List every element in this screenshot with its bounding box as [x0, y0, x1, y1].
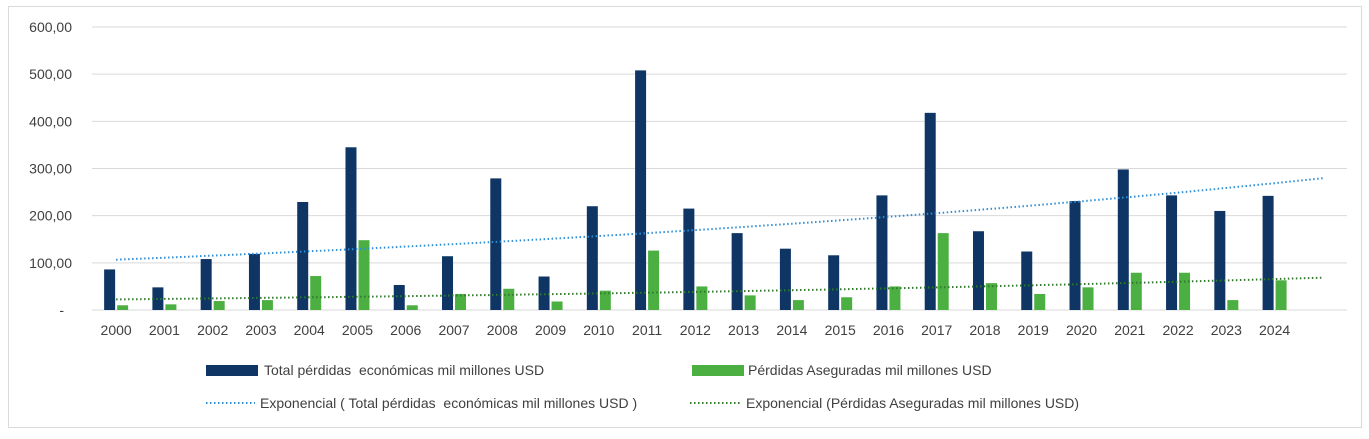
legend-item-insured[interactable]: Pérdidas Aseguradas mil millones USD — [692, 362, 992, 378]
bar-total — [972, 231, 984, 310]
x-tick-label: 2018 — [969, 322, 1000, 338]
trendline-total — [116, 177, 1324, 261]
bar-insured — [937, 233, 949, 310]
x-tick-label: 2012 — [680, 322, 711, 338]
bar-total — [635, 70, 647, 310]
bar-insured — [503, 288, 515, 310]
bar-insured — [1227, 300, 1239, 310]
y-tick-label: 400,00 — [29, 113, 72, 129]
bar-total — [1214, 210, 1226, 310]
x-tick-label: 2004 — [294, 322, 325, 338]
x-axis-ticks: 2000 2001 2002 2003 2004 2005 2006 2007 2008 2009… — [101, 322, 1291, 338]
x-tick-label: 2023 — [1211, 322, 1242, 338]
bar-insured — [551, 301, 563, 310]
bar-insured — [165, 304, 177, 310]
bar-total — [152, 287, 164, 310]
bar-insured — [261, 300, 273, 310]
legend-item-total[interactable]: Total pérdidas económicas mil millones U… — [206, 362, 544, 378]
x-tick-label: 2010 — [583, 322, 614, 338]
trendlines — [116, 177, 1324, 301]
bar-total — [1166, 195, 1178, 310]
bar-total — [683, 208, 695, 310]
bar-insured — [1275, 280, 1287, 310]
y-tick-label: 100,00 — [29, 255, 72, 271]
bar-insured — [985, 283, 997, 310]
legend-label-total: Total pérdidas económicas mil millones U… — [264, 362, 544, 378]
x-tick-label: 2024 — [1259, 322, 1290, 338]
x-tick-label: 2003 — [245, 322, 276, 338]
bar-total — [345, 147, 357, 310]
bar-insured — [792, 300, 804, 310]
bar-total — [779, 248, 791, 310]
bar-total — [248, 253, 260, 310]
y-tick-label: 300,00 — [29, 161, 72, 177]
bar-total — [297, 201, 309, 310]
trendline-insured — [116, 276, 1323, 301]
legend: Total pérdidas económicas mil millones U… — [206, 362, 1079, 411]
x-tick-label: 2020 — [1066, 322, 1097, 338]
bar-insured — [455, 293, 467, 310]
x-tick-label: 2021 — [1114, 322, 1145, 338]
bar-total — [104, 269, 116, 310]
legend-label-insured: Pérdidas Aseguradas mil millones USD — [748, 362, 992, 378]
bar-insured — [648, 250, 660, 310]
bar-total — [1262, 195, 1274, 310]
x-tick-label: 2007 — [438, 322, 469, 338]
bar-total — [924, 112, 936, 311]
bar-insured — [213, 301, 225, 310]
bar-insured — [358, 240, 370, 310]
x-tick-label: 2015 — [825, 322, 856, 338]
x-tick-label: 2001 — [149, 322, 180, 338]
bars — [104, 70, 1287, 311]
bar-total — [393, 285, 405, 310]
bar-total — [876, 195, 888, 310]
x-tick-label: 2019 — [1018, 322, 1049, 338]
x-tick-label: 2009 — [535, 322, 566, 338]
bar-insured — [1034, 293, 1046, 310]
legend-item-trend-insured[interactable]: Exponencial (Pérdidas Aseguradas mil mil… — [690, 395, 1079, 411]
bar-total — [1117, 169, 1129, 310]
bar-total — [490, 178, 502, 310]
bar-insured — [889, 286, 901, 310]
x-tick-label: 2008 — [487, 322, 518, 338]
y-tick-label: 500,00 — [29, 66, 72, 82]
bar-total — [1069, 201, 1081, 310]
bar-total — [442, 256, 454, 310]
bar-insured — [310, 276, 322, 310]
x-tick-label: 2022 — [1162, 322, 1193, 338]
x-tick-label: 2000 — [101, 322, 132, 338]
bar-total — [586, 206, 598, 310]
x-tick-label: 2002 — [197, 322, 228, 338]
x-tick-label: 2017 — [921, 322, 952, 338]
legend-label-trend-total: Exponencial ( Total pérdidas económicas … — [260, 395, 637, 411]
bar-insured — [117, 305, 129, 310]
legend-swatch-total — [206, 365, 258, 376]
bar-insured — [1082, 287, 1094, 310]
bar-insured — [744, 295, 756, 310]
bar-insured — [1130, 272, 1142, 310]
bar-insured — [406, 305, 418, 310]
x-tick-label: 2013 — [728, 322, 759, 338]
bar-insured — [696, 286, 708, 310]
x-tick-label: 2006 — [390, 322, 421, 338]
y-tick-label: 200,00 — [29, 208, 72, 224]
x-tick-label: 2011 — [632, 322, 662, 338]
x-tick-label: 2005 — [342, 322, 373, 338]
bar-insured — [841, 297, 853, 310]
bar-total — [200, 259, 212, 310]
bar-insured — [599, 290, 611, 310]
legend-item-trend-total[interactable]: Exponencial ( Total pérdidas económicas … — [206, 395, 637, 411]
y-tick-label: 600,00 — [29, 19, 72, 35]
x-tick-label: 2016 — [873, 322, 904, 338]
bar-total — [731, 233, 743, 310]
bar-total — [828, 255, 840, 310]
bar-total — [1021, 251, 1033, 310]
y-axis-ticks: - 100,00 200,00 300,00 400,00 500,00 600,00 — [29, 19, 72, 318]
legend-swatch-insured — [692, 365, 744, 376]
bar-insured — [1179, 272, 1191, 310]
x-tick-label: 2014 — [776, 322, 807, 338]
y-tick-label: - — [59, 302, 64, 318]
legend-label-trend-insured: Exponencial (Pérdidas Aseguradas mil mil… — [746, 395, 1079, 411]
